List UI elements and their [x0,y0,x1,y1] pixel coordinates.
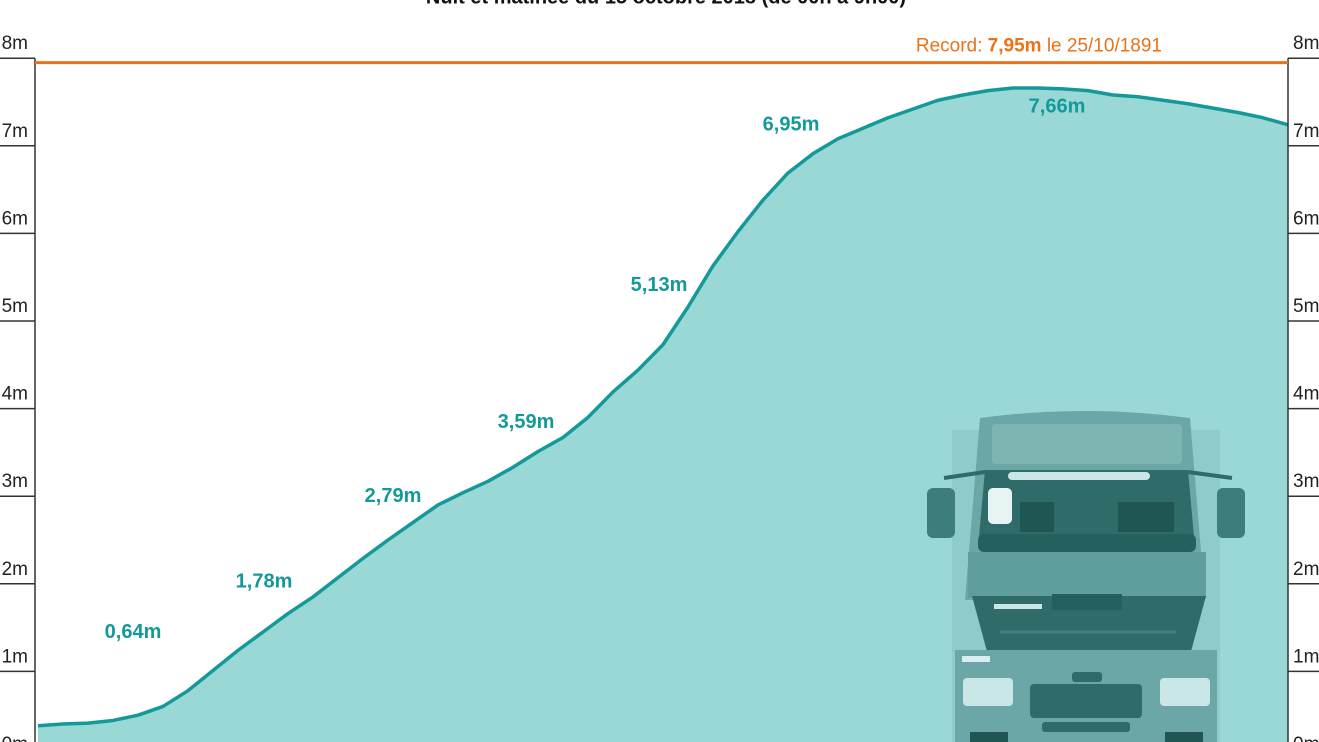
chart-title: Nuit et matinée du 15 octobre 2018 (de 0… [426,0,906,8]
y-tick-label: 2m [1293,559,1319,580]
record-suffix: le 25/10/1891 [1047,36,1162,57]
value-label: 0,64m [105,621,162,643]
record-prefix: Record: [916,36,983,57]
value-label: 2,79m [365,485,422,507]
y-tick-label: 4m [2,384,28,405]
y-tick-label: 8m [2,33,28,54]
foreground-layer: 0m 0m 1m 1m 2m 2m 3m 3m 4m 4m 5m 5m 6m 6m 7m 7m 8m 8m Reco… [0,33,1319,742]
y-tick-label: 3m [1293,471,1319,492]
y-tick-label: 8m [1293,33,1319,54]
value-label: 3,59m [498,411,555,433]
truck-illustration [927,411,1245,742]
y-tick-label: 5m [2,296,28,317]
y-tick-label: 5m [1293,296,1319,317]
y-tick-label: 1m [2,646,28,667]
y-tick-label: 6m [2,208,28,229]
value-label: 6,95m [763,113,820,135]
record-label: Record: 7,95m le 25/10/1891 [916,36,1162,57]
value-label: 7,66m [1029,95,1086,117]
y-tick-label: 0m [1293,734,1319,742]
y-tick-label: 3m [2,471,28,492]
y-tick-label: 1m [1293,646,1319,667]
y-tick-label: 4m [1293,384,1319,405]
y-tick-label: 6m [1293,208,1319,229]
y-tick-label: 2m [2,559,28,580]
value-label: 5,13m [631,274,688,296]
record-value: 7,95m [988,36,1042,57]
line [37,86,1289,728]
y-tick-label: 0m [2,734,28,742]
value-label: 1,78m [236,570,293,592]
y-tick-label: 7m [1293,121,1319,142]
y-tick-label: 7m [2,121,28,142]
